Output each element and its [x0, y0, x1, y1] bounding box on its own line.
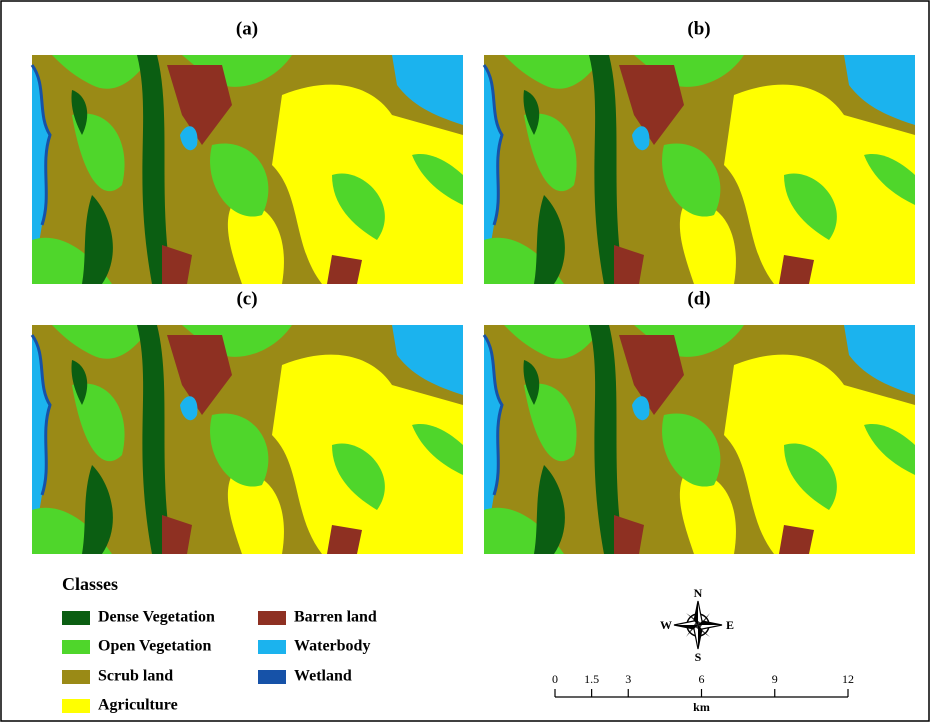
- legend-label: Open Vegetation: [98, 638, 211, 655]
- land-patch: [779, 525, 814, 554]
- legend-swatch: [62, 670, 90, 684]
- land-patch: [327, 525, 362, 554]
- legend-label: Wetland: [294, 668, 352, 685]
- scale-tick-label: 12: [842, 672, 854, 686]
- map-panel: [32, 55, 463, 284]
- map-panel: [484, 55, 915, 284]
- legend-swatch: [258, 670, 286, 684]
- scale-tick-label: 0: [552, 672, 558, 686]
- legend-label: Dense Vegetation: [98, 609, 215, 626]
- legend-swatch: [258, 640, 286, 654]
- panel-label: (d): [687, 288, 710, 309]
- legend-swatch: [258, 611, 286, 625]
- panel-label: (b): [687, 18, 710, 39]
- map-panel: [32, 325, 463, 554]
- compass-w: W: [660, 618, 672, 632]
- figure: Classes N E S W (a) (b) (c) (d) Dense Vegeta…: [0, 0, 931, 723]
- scale-unit: km: [693, 700, 710, 714]
- legend-label: Barren land: [294, 609, 377, 626]
- legend-title: Classes: [62, 574, 118, 594]
- legend-swatch: [62, 611, 90, 625]
- scale-tick-label: 1.5: [584, 672, 599, 686]
- panel-label: (c): [236, 288, 257, 309]
- panel-label: (a): [236, 18, 258, 39]
- compass-s: S: [695, 650, 702, 664]
- land-patch: [327, 255, 362, 284]
- legend-label: Waterbody: [294, 638, 370, 655]
- legend-label: Agriculture: [98, 697, 178, 714]
- legend-label: Scrub land: [98, 668, 173, 685]
- legend-swatch: [62, 640, 90, 654]
- map-panel: [484, 325, 915, 554]
- scale-tick-label: 6: [699, 672, 705, 686]
- land-patch: [779, 255, 814, 284]
- scale-tick-label: 3: [625, 672, 631, 686]
- legend-swatch: [62, 699, 90, 713]
- compass-n: N: [694, 586, 703, 600]
- scale-tick-label: 9: [772, 672, 778, 686]
- compass-e: E: [726, 618, 734, 632]
